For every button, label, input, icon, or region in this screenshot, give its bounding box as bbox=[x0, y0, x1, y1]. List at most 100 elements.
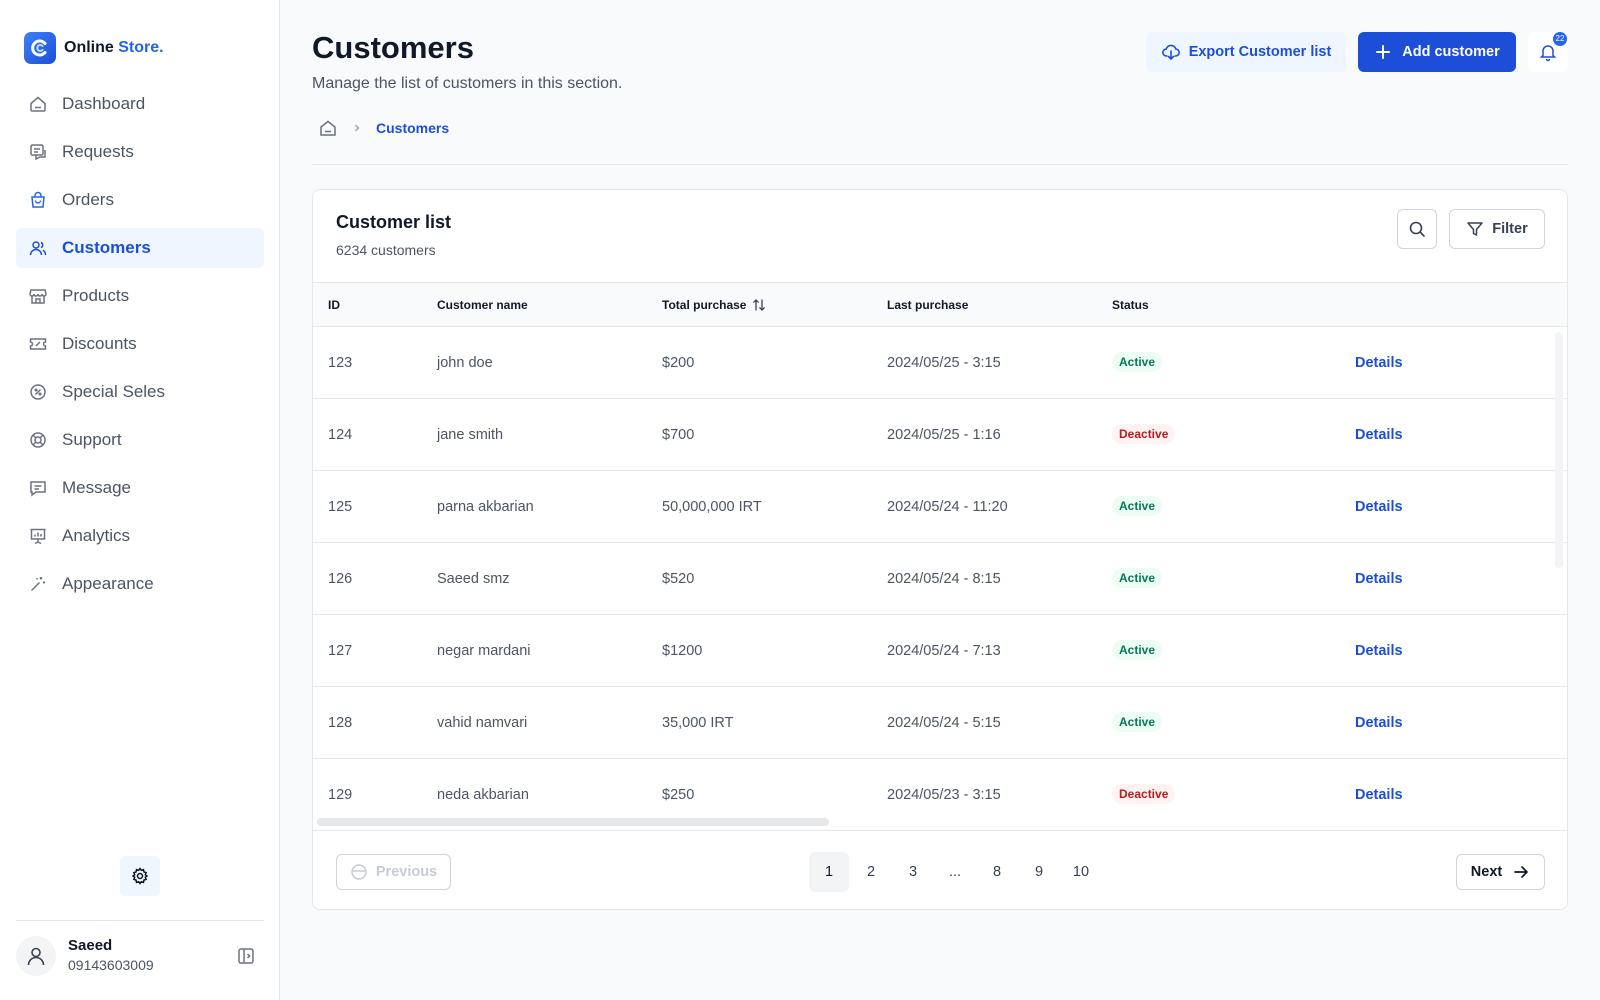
user-name: Saeed bbox=[68, 937, 113, 954]
page-number[interactable]: 8 bbox=[992, 864, 1002, 880]
cell-total-purchase: $200 bbox=[662, 355, 695, 371]
page-number[interactable]: 3 bbox=[908, 864, 918, 880]
cell-id: 129 bbox=[328, 787, 353, 803]
notification-count-badge: 22 bbox=[1553, 32, 1567, 46]
details-link[interactable]: Details bbox=[1355, 499, 1403, 515]
details-link[interactable]: Details bbox=[1355, 643, 1403, 659]
status-badge: Deactive bbox=[1112, 784, 1176, 804]
filter-button[interactable]: Filter bbox=[1449, 209, 1545, 249]
details-link[interactable]: Details bbox=[1355, 787, 1403, 803]
sidebar-item-special-seles[interactable]: Special Seles bbox=[16, 372, 264, 412]
arrow-right-icon bbox=[1514, 866, 1529, 878]
cell-last-purchase: 2024/05/24 - 8:15 bbox=[887, 571, 1001, 587]
add-button-label: Add customer bbox=[1402, 44, 1500, 60]
next-button-label: Next bbox=[1470, 864, 1503, 880]
page-number[interactable]: 10 bbox=[1072, 864, 1090, 880]
status-badge: Active bbox=[1112, 712, 1163, 732]
sidebar-item-requests[interactable]: Requests bbox=[16, 132, 264, 172]
sidebar-item-discounts[interactable]: Discounts bbox=[16, 324, 264, 364]
settings-button[interactable] bbox=[120, 856, 160, 896]
dashboard-icon bbox=[30, 96, 46, 112]
page-number[interactable]: 2 bbox=[866, 864, 876, 880]
details-link[interactable]: Details bbox=[1355, 715, 1403, 731]
users-icon bbox=[29, 241, 47, 256]
vertical-scrollbar[interactable] bbox=[1555, 332, 1563, 568]
cell-total-purchase: $700 bbox=[662, 427, 695, 443]
sidebar-item-message[interactable]: Message bbox=[16, 468, 264, 508]
cell-customer-name: jane smith bbox=[437, 427, 504, 443]
brand[interactable]: Online Store. bbox=[24, 32, 164, 64]
chevron-right-icon bbox=[355, 124, 360, 132]
breadcrumb-current[interactable]: Customers bbox=[376, 120, 450, 136]
table-row: 129 neda akbarian $250 2024/05/23 - 3:15 Dea… bbox=[313, 759, 1567, 831]
sidebar-item-dashboard[interactable]: Dashboard bbox=[16, 84, 264, 124]
page-ellipsis: ... bbox=[948, 864, 962, 880]
search-button[interactable] bbox=[1397, 209, 1437, 249]
avatar bbox=[16, 936, 56, 976]
filter-icon bbox=[1467, 222, 1484, 236]
column-header-label: Total purchase bbox=[662, 298, 747, 312]
sidebar-item-orders[interactable]: Orders bbox=[16, 180, 264, 220]
details-link[interactable]: Details bbox=[1355, 427, 1403, 443]
search-icon bbox=[1409, 221, 1425, 237]
sidebar-item-label: Products bbox=[62, 286, 130, 305]
table-row: 123 john doe $200 2024/05/25 - 3:15 Active De… bbox=[313, 327, 1567, 399]
cell-id: 126 bbox=[328, 571, 353, 587]
cell-last-purchase: 2024/05/24 - 11:20 bbox=[887, 499, 1008, 515]
table-row: 126 Saeed smz $520 2024/05/24 - 8:15 Active D… bbox=[313, 543, 1567, 615]
cell-last-purchase: 2024/05/24 - 7:13 bbox=[887, 643, 1001, 659]
table-row: 127 negar mardani $1200 2024/05/24 - 7:13 Ac… bbox=[313, 615, 1567, 687]
cell-customer-name: neda akbarian bbox=[437, 787, 529, 803]
collapse-sidebar-button[interactable] bbox=[236, 946, 256, 966]
sidebar-item-appearance[interactable]: Appearance bbox=[16, 564, 264, 604]
user-phone: 09143603009 bbox=[68, 957, 154, 973]
customer-count: 6234 customers bbox=[336, 242, 436, 258]
plus-icon bbox=[1376, 45, 1391, 59]
cell-total-purchase: 50,000,000 IRT bbox=[662, 499, 762, 515]
user-icon bbox=[27, 947, 45, 966]
ticket-icon bbox=[29, 338, 47, 350]
page-number[interactable]: 1 bbox=[809, 852, 849, 892]
status-badge: Active bbox=[1112, 640, 1163, 660]
cell-id: 123 bbox=[328, 355, 353, 371]
cell-id: 128 bbox=[328, 715, 353, 731]
notifications-button[interactable]: 22 bbox=[1528, 32, 1568, 72]
cell-last-purchase: 2024/05/25 - 1:16 bbox=[887, 427, 1001, 443]
column-header-total-purchase[interactable]: Total purchase bbox=[662, 298, 766, 312]
page-number[interactable]: 9 bbox=[1034, 864, 1044, 880]
store-icon bbox=[29, 289, 47, 304]
horizontal-scrollbar[interactable] bbox=[317, 818, 829, 826]
magic-wand-icon bbox=[30, 577, 45, 592]
add-customer-button[interactable]: Add customer bbox=[1358, 32, 1516, 72]
sort-icon bbox=[753, 299, 766, 311]
presentation-chart-icon bbox=[30, 528, 46, 545]
pagination: Previous 1 2 3... 8 9 10 Next bbox=[313, 830, 1567, 909]
store-logo-icon bbox=[24, 32, 56, 64]
cell-id: 125 bbox=[328, 499, 353, 515]
sidebar-item-analytics[interactable]: Analytics bbox=[16, 516, 264, 556]
sidebar-item-label: Dashboard bbox=[62, 94, 146, 113]
home-icon[interactable] bbox=[318, 118, 338, 138]
sidebar-item-support[interactable]: Support bbox=[16, 420, 264, 460]
breadcrumb: Customers bbox=[318, 118, 449, 138]
previous-button[interactable]: Previous bbox=[336, 854, 451, 890]
column-header-last-purchase: Last purchase bbox=[887, 298, 969, 312]
sidebar-item-label: Appearance bbox=[62, 574, 154, 593]
cell-total-purchase: $1200 bbox=[662, 643, 703, 659]
next-button[interactable]: Next bbox=[1456, 854, 1545, 890]
header-divider bbox=[312, 164, 1568, 165]
bell-icon bbox=[1539, 45, 1557, 62]
sidebar-item-products[interactable]: Products bbox=[16, 276, 264, 316]
cell-total-purchase: $250 bbox=[662, 787, 695, 803]
sidebar-divider bbox=[16, 920, 264, 921]
page-title: Customers bbox=[312, 30, 474, 65]
filter-button-label: Filter bbox=[1492, 221, 1528, 237]
cell-id: 124 bbox=[328, 427, 353, 443]
export-customer-list-button[interactable]: Export Customer list bbox=[1146, 32, 1346, 72]
details-link[interactable]: Details bbox=[1355, 355, 1403, 371]
sidebar-item-customers[interactable]: Customers bbox=[16, 228, 264, 268]
column-header-id: ID bbox=[328, 298, 340, 312]
details-link[interactable]: Details bbox=[1355, 571, 1403, 587]
customer-list-card: Customer list 6234 customers Filter ID C… bbox=[312, 189, 1568, 910]
user-profile[interactable]: Saeed 09143603009 bbox=[16, 936, 264, 976]
